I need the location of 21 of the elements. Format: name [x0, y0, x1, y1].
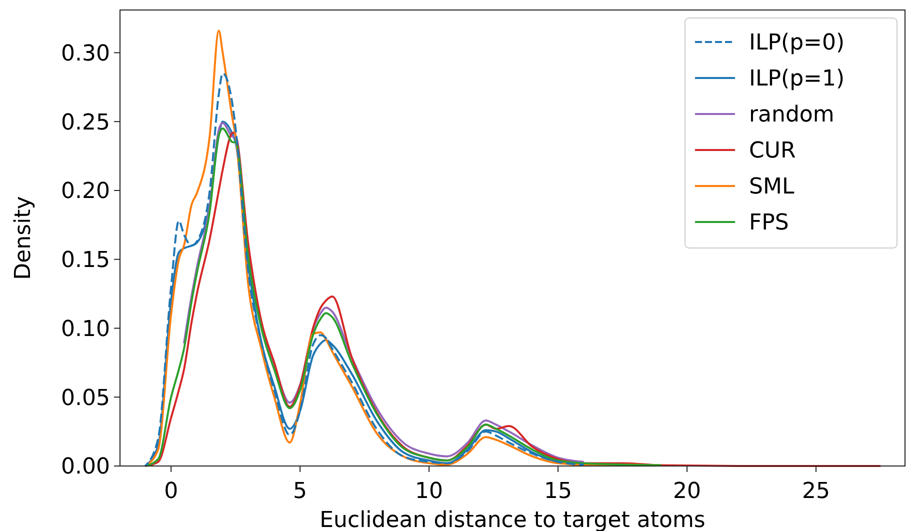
legend-label: ILP(p=0) [749, 30, 845, 56]
x-tick-label: 0 [164, 479, 178, 504]
line-series [144, 127, 662, 467]
x-tick-label: 5 [293, 479, 308, 504]
y-tick-label: 0.25 [61, 110, 110, 136]
legend-label: random [749, 102, 834, 128]
legend-label: ILP(p=1) [749, 66, 845, 92]
y-tick-label: 0.00 [61, 454, 110, 480]
y-axis-title: Density [11, 196, 36, 280]
legend-label: SML [749, 174, 795, 200]
x-tick-label: 20 [673, 479, 702, 504]
y-tick-label: 0.10 [61, 316, 110, 342]
x-tick-label: 15 [544, 479, 572, 504]
y-tick-label: 0.05 [61, 386, 110, 411]
legend-label: CUR [749, 138, 796, 164]
y-tick-label: 0.30 [61, 41, 110, 66]
y-tick-label: 0.15 [61, 248, 110, 274]
x-tick-label: 10 [415, 479, 444, 504]
y-tick-label: 0.20 [61, 179, 110, 204]
legend-label: FPS [749, 210, 789, 236]
x-tick-label: 25 [802, 479, 830, 504]
